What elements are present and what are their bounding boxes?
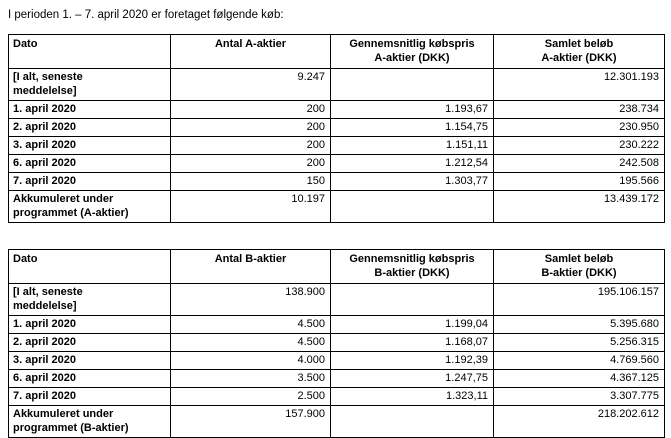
value-cell: 5.256.315 — [493, 333, 665, 352]
date-label-cell: [I alt, seneste meddelelse] — [8, 283, 171, 316]
date-label-cell: 1. april 2020 — [8, 315, 171, 334]
value-cell: 2.500 — [170, 387, 331, 406]
value-cell: 218.202.612 — [493, 405, 665, 438]
value-cell: 200 — [170, 154, 331, 173]
a-shares-table-header: Dato Antal A-aktier Gennemsnitlig købspr… — [8, 34, 665, 69]
value-cell — [330, 405, 494, 438]
b-shares-table-body: [I alt, seneste meddelelse] 138.900 195.10… — [8, 283, 665, 438]
date-label-cell: 3. april 2020 — [8, 136, 171, 155]
value-cell: 138.900 — [170, 283, 331, 316]
date-label-cell: 7. april 2020 — [8, 172, 171, 191]
value-cell — [330, 283, 494, 316]
column-header-gennemsnitlig-koebspris-b: Gennemsnitlig købspris B-aktier (DKK) — [330, 249, 494, 284]
intro-text: I perioden 1. – 7. april 2020 er foretag… — [8, 9, 284, 21]
value-cell: 10.197 — [170, 190, 331, 223]
value-cell: 200 — [170, 100, 331, 119]
value-cell: 4.367.125 — [493, 369, 665, 388]
value-cell: 1.151,11 — [330, 136, 494, 155]
value-cell: 242.508 — [493, 154, 665, 173]
value-cell: 1.154,75 — [330, 118, 494, 137]
table-row: 7. april 2020 2.500 1.323,11 3.307.775 — [8, 387, 665, 406]
value-cell — [330, 190, 494, 223]
value-cell: 230.950 — [493, 118, 665, 137]
value-cell: 4.500 — [170, 333, 331, 352]
value-cell: 230.222 — [493, 136, 665, 155]
value-cell: 1.247,75 — [330, 369, 494, 388]
date-label-cell: 6. april 2020 — [8, 369, 171, 388]
column-header-samlet-beloeb-a: Samlet beløb A-aktier (DKK) — [493, 34, 665, 69]
date-label-cell: 3. april 2020 — [8, 351, 171, 370]
value-cell: 1.199,04 — [330, 315, 494, 334]
value-cell: 3.307.775 — [493, 387, 665, 406]
value-cell: 1.168,07 — [330, 333, 494, 352]
column-header-dato: Dato — [8, 249, 171, 284]
table-row: 6. april 2020 200 1.212,54 242.508 — [8, 154, 665, 173]
value-cell: 13.439.172 — [493, 190, 665, 223]
value-cell: 238.734 — [493, 100, 665, 119]
value-cell: 1.193,67 — [330, 100, 494, 119]
value-cell: 4.769.560 — [493, 351, 665, 370]
value-cell: 157.900 — [170, 405, 331, 438]
value-cell: 12.301.193 — [493, 68, 665, 101]
column-header-samlet-beloeb-b: Samlet beløb B-aktier (DKK) — [493, 249, 665, 284]
value-cell: 1.303,77 — [330, 172, 494, 191]
value-cell: 4.500 — [170, 315, 331, 334]
date-label-cell: [I alt, seneste meddelelse] — [8, 68, 171, 101]
value-cell: 5.395.680 — [493, 315, 665, 334]
value-cell: 3.500 — [170, 369, 331, 388]
value-cell: 195.566 — [493, 172, 665, 191]
header-row: Dato Antal A-aktier Gennemsnitlig købspr… — [8, 34, 665, 69]
table-row: 1. april 2020 200 1.193,67 238.734 — [8, 100, 665, 119]
table-row: Akkumuleret under programmet (A-aktier) 1… — [8, 190, 665, 223]
value-cell — [330, 68, 494, 101]
table-row: 6. april 2020 3.500 1.247,75 4.367.125 — [8, 369, 665, 388]
column-header-gennemsnitlig-koebspris-a: Gennemsnitlig købspris A-aktier (DKK) — [330, 34, 494, 69]
value-cell: 1.212,54 — [330, 154, 494, 173]
b-shares-table-header: Dato Antal B-aktier Gennemsnitlig købspr… — [8, 249, 665, 284]
date-label-cell: 6. april 2020 — [8, 154, 171, 173]
value-cell: 4.000 — [170, 351, 331, 370]
value-cell: 200 — [170, 118, 331, 137]
date-label-cell: Akkumuleret under programmet (A-aktier) — [8, 190, 171, 223]
value-cell: 200 — [170, 136, 331, 155]
column-header-antal-b-aktier: Antal B-aktier — [170, 249, 331, 284]
a-shares-table: Dato Antal A-aktier Gennemsnitlig købspr… — [8, 34, 665, 223]
value-cell: 1.192,39 — [330, 351, 494, 370]
a-shares-table-body: [I alt, seneste meddelelse] 9.247 12.301.1… — [8, 68, 665, 223]
table-row: 3. april 2020 200 1.151,11 230.222 — [8, 136, 665, 155]
date-label-cell: Akkumuleret under programmet (B-aktier) — [8, 405, 171, 438]
column-header-antal-a-aktier: Antal A-aktier — [170, 34, 331, 69]
value-cell: 150 — [170, 172, 331, 191]
table-row: 3. april 2020 4.000 1.192,39 4.769.560 — [8, 351, 665, 370]
table-row: [I alt, seneste meddelelse] 9.247 12.301.1… — [8, 68, 665, 101]
table-row: Akkumuleret under programmet (B-aktier) 1… — [8, 405, 665, 438]
value-cell: 195.106.157 — [493, 283, 665, 316]
date-label-cell: 2. april 2020 — [8, 118, 171, 137]
column-header-dato: Dato — [8, 34, 171, 69]
table-row: 7. april 2020 150 1.303,77 195.566 — [8, 172, 665, 191]
b-shares-table: Dato Antal B-aktier Gennemsnitlig købspr… — [8, 249, 665, 438]
table-row: 2. april 2020 200 1.154,75 230.950 — [8, 118, 665, 137]
date-label-cell: 2. april 2020 — [8, 333, 171, 352]
table-row: 1. april 2020 4.500 1.199,04 5.395.680 — [8, 315, 665, 334]
table-row: 2. april 2020 4.500 1.168,07 5.256.315 — [8, 333, 665, 352]
date-label-cell: 1. april 2020 — [8, 100, 171, 119]
value-cell: 9.247 — [170, 68, 331, 101]
date-label-cell: 7. april 2020 — [8, 387, 171, 406]
header-row: Dato Antal B-aktier Gennemsnitlig købspr… — [8, 249, 665, 284]
table-row: [I alt, seneste meddelelse] 138.900 195.10… — [8, 283, 665, 316]
value-cell: 1.323,11 — [330, 387, 494, 406]
